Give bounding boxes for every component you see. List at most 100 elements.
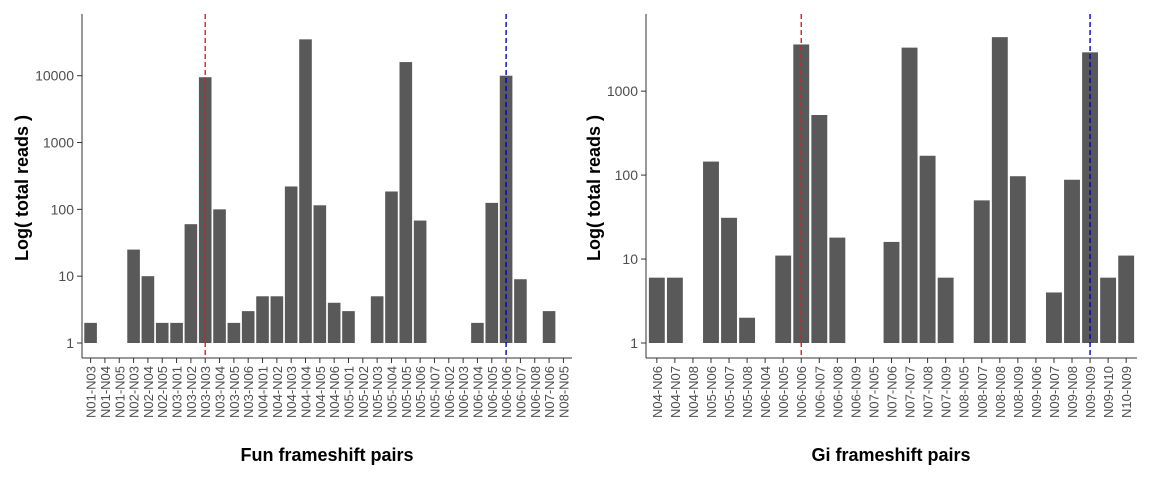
x-tick-label: N05-N07: [722, 366, 737, 418]
bar-n07-n08: [919, 155, 936, 343]
y-tick-label: 1000: [607, 83, 638, 99]
bar-n07-n07: [901, 47, 918, 344]
x-tick-label: N08-N08: [993, 366, 1008, 418]
bar-n04-n03: [284, 186, 298, 343]
x-tick-label: N03-N04: [213, 366, 228, 418]
bar-n07-n06: [883, 241, 900, 343]
bar-n06-n08: [829, 237, 846, 343]
x-tick-label: N03-N01: [170, 366, 185, 418]
x-tick-label: N06-N09: [848, 366, 863, 418]
y-tick-label: 1: [630, 335, 638, 351]
x-tick-label: N06-N05: [485, 366, 500, 418]
x-tick-label: N06-N02: [442, 366, 457, 418]
x-tick-label: N07-N06: [542, 366, 557, 418]
x-tick-label: N01-N04: [98, 366, 113, 418]
bar-n08-n09: [1009, 176, 1026, 343]
bar-n04-n07: [666, 277, 683, 343]
x-tick-label: N05-N04: [384, 366, 399, 418]
x-tick-label: N04-N06: [327, 366, 342, 418]
bar-n04-n04: [299, 39, 312, 343]
x-tick-label: N08-N09: [1011, 366, 1026, 418]
y-tick-label: 1: [66, 335, 74, 351]
bar-n10-n09: [1118, 255, 1135, 343]
x-tick-label: N04-N02: [270, 366, 285, 418]
x-tick-label: N04-N03: [284, 366, 299, 418]
x-tick-label: N06-N07: [513, 366, 528, 418]
bar-n07-n06: [542, 311, 556, 343]
bar-n06-n07: [514, 279, 527, 343]
bar-n05-n06: [703, 161, 719, 343]
bar-n09-n07: [1046, 292, 1062, 343]
x-tick-label: N04-N08: [686, 366, 701, 418]
x-tick-label: N06-N03: [456, 366, 471, 418]
x-axis-title: Fun frameshift pairs: [240, 445, 413, 465]
x-tick-label: N05-N08: [740, 366, 755, 418]
bar-n05-n08: [739, 317, 756, 343]
x-tick-label: N05-N03: [370, 366, 385, 418]
x-tick-label: N06-N05: [776, 366, 791, 418]
bar-n05-n01: [342, 311, 355, 343]
y-axis-title: Log( total reads ): [584, 115, 604, 261]
x-tick-label: N04-N05: [313, 366, 328, 418]
bar-n05-n04: [385, 191, 398, 343]
x-tick-label: N07-N08: [921, 366, 936, 418]
bar-n02-n05: [155, 322, 169, 343]
bar-n05-n06: [413, 220, 427, 343]
x-axis-title: Gi frameshift pairs: [811, 445, 970, 465]
x-tick-label: N07-N06: [885, 366, 900, 418]
bar-n03-n01: [170, 322, 183, 343]
x-tick-label: N10-N09: [1119, 366, 1134, 418]
x-tick-label: N08-N07: [975, 366, 990, 418]
bar-n02-n04: [141, 276, 155, 343]
y-tick-label: 1000: [43, 135, 74, 151]
y-tick-label: 100: [615, 167, 639, 183]
bar-n03-n06: [241, 311, 255, 343]
bar-n06-n05: [485, 202, 499, 343]
bar-n03-n05: [227, 322, 241, 343]
x-tick-label: N08-N05: [957, 366, 972, 418]
bar-n01-n03: [84, 322, 97, 343]
x-tick-label: N04-N01: [256, 366, 271, 418]
x-tick-label: N06-N04: [758, 366, 773, 418]
bar-n03-n02: [184, 224, 198, 343]
x-tick-label: N09-N10: [1101, 366, 1116, 418]
bar-n06-n04: [471, 322, 484, 343]
x-tick-label: N06-N08: [830, 366, 845, 418]
x-tick-label: N09-N08: [1065, 366, 1080, 418]
x-tick-label: N09-N09: [1083, 366, 1098, 418]
x-tick-label: N04-N06: [650, 366, 665, 418]
x-tick-label: N09-N06: [1029, 366, 1044, 418]
x-tick-label: N06-N06: [794, 366, 809, 418]
x-tick-label: N04-N04: [299, 366, 314, 418]
y-tick-label: 10: [622, 251, 638, 267]
bar-n09-n09: [1082, 52, 1099, 343]
bar-n04-n01: [256, 296, 269, 343]
x-tick-label: N01-N05: [112, 366, 127, 418]
bar-n07-n09: [937, 277, 954, 343]
bar-n02-n03: [127, 249, 140, 343]
bar-n05-n05: [399, 62, 413, 343]
bar-n08-n08: [991, 37, 1008, 343]
x-tick-label: N05-N07: [427, 366, 442, 418]
x-tick-label: N05-N01: [341, 366, 356, 418]
bar-n08-n07: [973, 200, 990, 343]
x-tick-label: N09-N07: [1047, 366, 1062, 418]
x-tick-label: N07-N05: [866, 366, 881, 418]
x-tick-label: N06-N06: [499, 366, 514, 418]
x-tick-label: N07-N07: [903, 366, 918, 418]
bar-n04-n06: [327, 302, 341, 343]
x-tick-label: N01-N03: [84, 366, 99, 418]
y-tick-label: 10: [58, 268, 74, 284]
y-axis-title: Log( total reads ): [12, 115, 32, 261]
x-tick-label: N02-N05: [155, 366, 170, 418]
bar-n04-n05: [313, 205, 327, 343]
x-tick-label: N07-N09: [939, 366, 954, 418]
bar-n04-n02: [270, 296, 284, 343]
x-tick-label: N05-N06: [413, 366, 428, 418]
bar-n09-n10: [1100, 277, 1117, 343]
bar-n04-n06: [648, 277, 665, 343]
x-tick-label: N06-N07: [812, 366, 827, 418]
bar-n05-n07: [721, 217, 737, 343]
